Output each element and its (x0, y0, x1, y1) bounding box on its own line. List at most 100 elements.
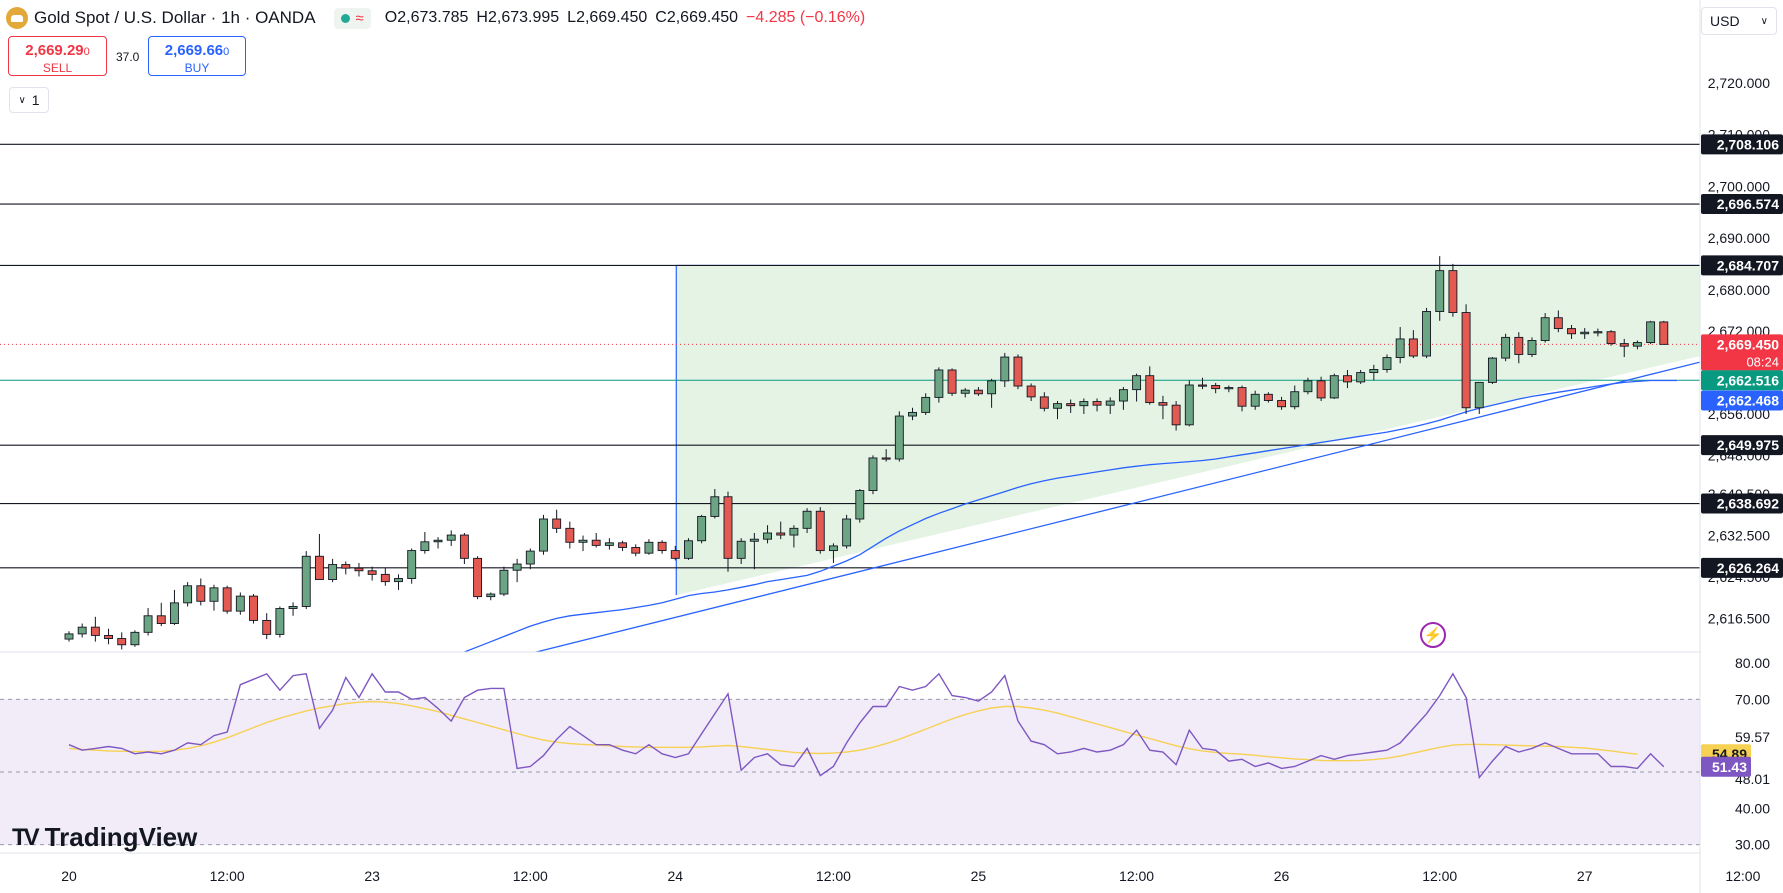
candle-101 (1395, 327, 1405, 364)
candle-89 (1237, 385, 1247, 412)
candle-41 (604, 538, 614, 550)
candle-85 (1184, 380, 1194, 427)
candle-14 (249, 594, 258, 624)
spread-value: 37.0 (116, 50, 140, 64)
rsi-tick-label: 30.00 (1735, 837, 1770, 853)
candle-body (262, 619, 272, 635)
candle-119 (1632, 340, 1642, 350)
buy-button[interactable]: 2,669.660 BUY (148, 36, 246, 76)
candle-body (222, 587, 232, 612)
tradingview-logo[interactable]: TV TradingView (12, 822, 197, 853)
candle-110 (1514, 332, 1524, 364)
status-dot-icon (340, 13, 350, 23)
candle-90 (1250, 390, 1260, 410)
price-badge-label: 2,696.574 (1717, 196, 1779, 212)
candle-body (1606, 331, 1616, 345)
candle-105 (1448, 263, 1458, 317)
price-badge-black: 2,649.975 (1701, 435, 1783, 456)
sell-button[interactable]: 2,669.290 SELL (8, 36, 107, 76)
lightning-icon[interactable]: ⚡ (1420, 622, 1446, 648)
candle-83 (1158, 395, 1168, 420)
rsi-pane (0, 672, 1700, 846)
price-tick-label: 2,690.000 (1708, 230, 1770, 246)
candle-77 (1079, 398, 1089, 414)
candle-body (77, 626, 87, 635)
high-value: 2,673.995 (487, 9, 560, 26)
candle-55 (789, 525, 799, 548)
candle-81 (1132, 373, 1142, 402)
buy-price: 2,669.66 (164, 42, 224, 59)
candle-30 (459, 532, 469, 565)
price-tick-label: 2,720.000 (1708, 75, 1770, 91)
time-tick-label: 12:00 (210, 868, 245, 884)
candle-80 (1118, 387, 1128, 410)
price-badge-teal: 2,662.516 (1701, 370, 1783, 391)
candle-70 (987, 378, 997, 408)
moving-average-line (462, 379, 1677, 652)
price-badge-black: 2,708.106 (1701, 134, 1783, 155)
candle-body (1263, 393, 1273, 401)
brand-name: TradingView (44, 822, 198, 852)
candle-57 (815, 507, 825, 554)
interval-value: 1 (31, 92, 40, 108)
chevron-down-icon: ∨ (1760, 15, 1768, 27)
candle-49 (710, 489, 720, 519)
time-tick-label: 12:00 (816, 868, 851, 884)
candle-121 (1659, 320, 1669, 345)
candle-body (1079, 401, 1089, 407)
candle-50 (723, 491, 733, 572)
candle-48 (697, 514, 707, 544)
candle-body (1250, 393, 1260, 407)
candle-body (512, 563, 522, 571)
low-label: L (567, 9, 577, 26)
rsi-badge-bg (1701, 756, 1751, 777)
rsi-tick-label: 59.57 (1735, 729, 1770, 745)
change-value: −4.285 (−0.16%) (746, 9, 866, 26)
candle-body (499, 569, 509, 595)
candle-body (1659, 321, 1669, 345)
candle-92 (1277, 396, 1287, 410)
price-badge-bg (1701, 334, 1783, 371)
candle-21 (341, 561, 351, 575)
candle-27 (420, 531, 430, 554)
symbol-title[interactable]: Gold Spot / U.S. Dollar · 1h · OANDA (34, 8, 316, 27)
currency-selector[interactable]: USD ∨ (1701, 7, 1777, 35)
candle-body (354, 567, 364, 572)
candle-body (710, 496, 720, 517)
interval-selector[interactable]: ∨ 1 (9, 87, 49, 113)
open-label: O (384, 9, 398, 26)
candle-32 (486, 592, 496, 601)
price-badge-bg (1701, 493, 1783, 514)
candle-11 (209, 584, 219, 611)
price-tick-label: 2,700.000 (1708, 178, 1770, 194)
candle-104 (1435, 256, 1445, 321)
candle-103 (1422, 307, 1431, 359)
candle-113 (1553, 310, 1563, 333)
candle-body (723, 496, 733, 559)
candle-120 (1646, 320, 1656, 345)
candle-body (552, 518, 562, 529)
rising-trendline (533, 361, 1700, 652)
candle-38 (565, 521, 575, 549)
candle-86 (1198, 377, 1207, 390)
candle-body (433, 539, 443, 543)
candle-body (881, 457, 891, 460)
rsi-badge-label: 51.43 (1712, 759, 1747, 775)
candle-98 (1356, 369, 1366, 384)
gold-symbol-icon (6, 7, 28, 29)
candle-body (749, 538, 759, 542)
price-badge-black: 2,696.574 (1701, 194, 1783, 215)
candle-body (130, 631, 140, 646)
candle-body (842, 518, 852, 547)
price-badge-label: 2,649.975 (1717, 437, 1779, 453)
candle-body (407, 550, 417, 579)
candle-93 (1290, 385, 1300, 410)
candle-69 (973, 387, 983, 396)
candle-body (921, 396, 931, 413)
green-zone (676, 265, 1700, 596)
indicator-status-pill[interactable]: ≈ (333, 7, 371, 29)
candle-body (763, 532, 772, 540)
candle-body (1224, 387, 1234, 390)
candle-82 (1145, 366, 1155, 405)
